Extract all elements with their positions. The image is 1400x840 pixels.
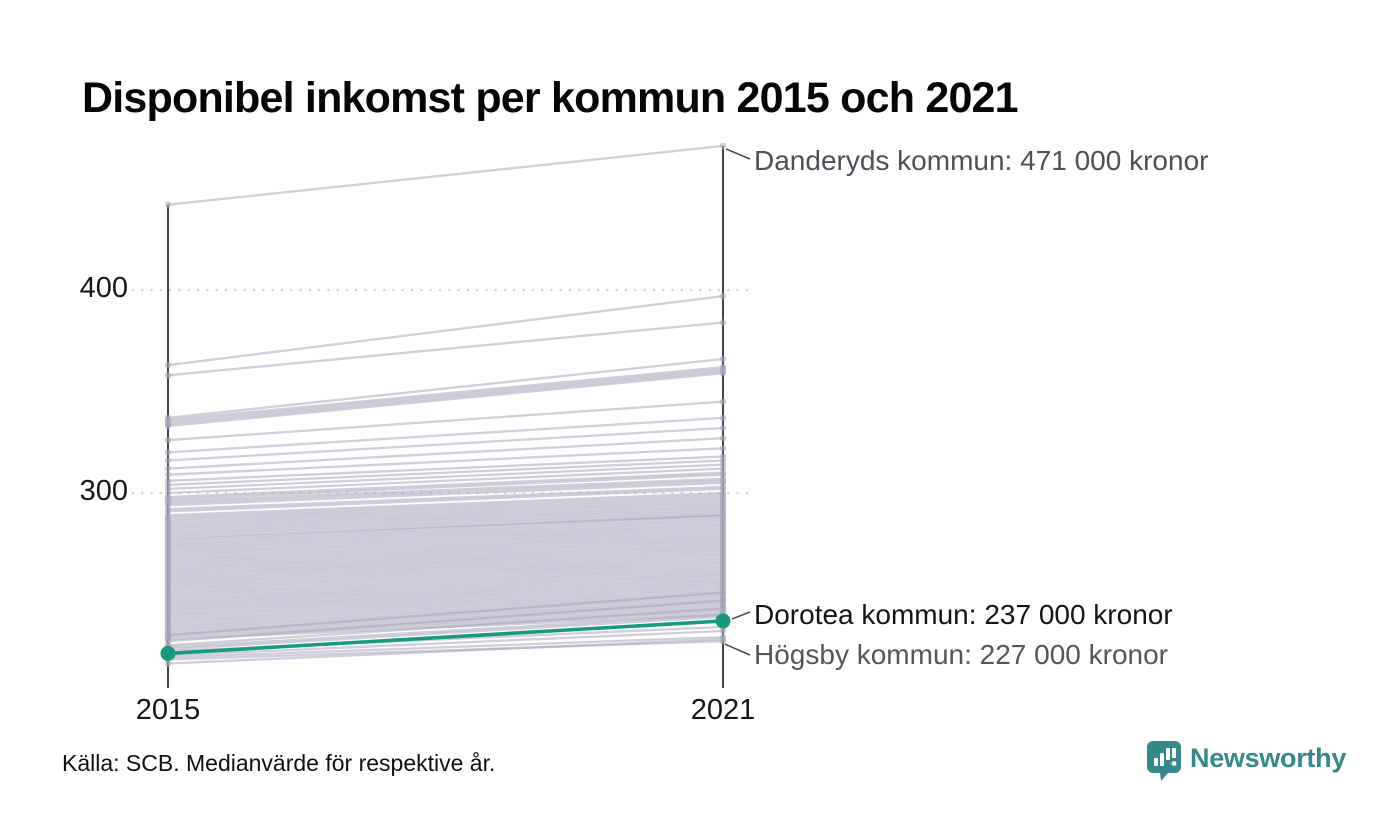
x-axis-label-2021: 2021 bbox=[690, 694, 756, 726]
y-axis-tick-300: 300 bbox=[79, 475, 128, 507]
x-axis-label-2015: 2015 bbox=[135, 694, 201, 726]
source-note: Källa: SCB. Medianvärde för respektive å… bbox=[62, 750, 496, 776]
page-title: Disponibel inkomst per kommun 2015 och 2… bbox=[82, 74, 1019, 122]
newsworthy-logo-icon bbox=[1146, 740, 1182, 787]
annotation-hogsby: Högsby kommun: 227 000 kronor bbox=[754, 639, 1168, 670]
newsworthy-logo-text: Newsworthy bbox=[1190, 743, 1347, 773]
annotation-danderyd: Danderyds kommun: 471 000 kronor bbox=[754, 145, 1209, 176]
annotation-dorotea: Dorotea kommun: 237 000 kronor bbox=[754, 599, 1173, 630]
y-axis-tick-400: 400 bbox=[79, 272, 128, 304]
newsworthy-logo: Newsworthy bbox=[1146, 740, 1346, 787]
